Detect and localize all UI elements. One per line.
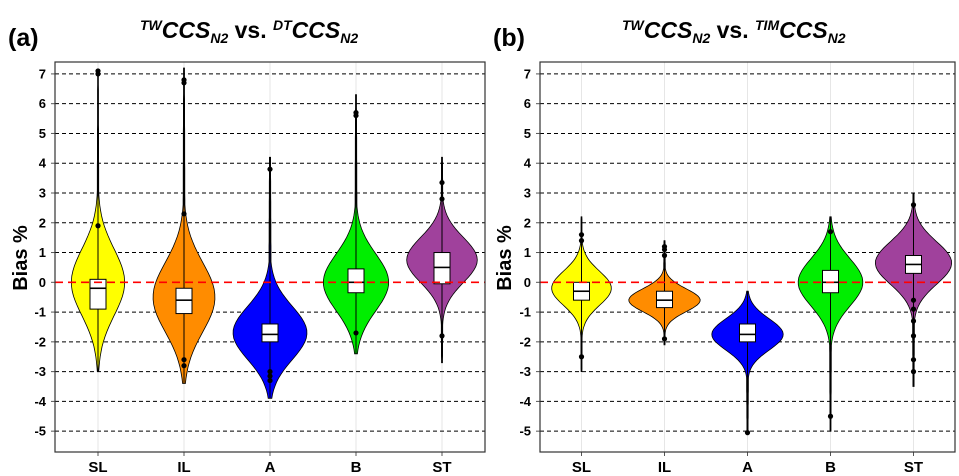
y-tick-label: -5 xyxy=(519,424,531,439)
outlier-point xyxy=(910,357,917,363)
x-tick-label: IL xyxy=(177,459,190,476)
outlier-point xyxy=(910,306,917,312)
y-tick-label: -1 xyxy=(519,305,531,320)
y-tick-label: 5 xyxy=(524,126,531,141)
outlier-point xyxy=(578,238,585,244)
outlier-point xyxy=(267,166,273,172)
x-tick-label: ST xyxy=(432,459,451,476)
y-tick-label: -2 xyxy=(34,334,46,349)
outlier-point xyxy=(353,110,359,116)
y-tick-label: 6 xyxy=(39,96,46,111)
x-tick-label: IL xyxy=(658,459,671,476)
outlier-point xyxy=(827,229,834,235)
x-tick-label: B xyxy=(351,459,362,476)
y-tick-label: 3 xyxy=(524,185,531,200)
y-tick-label: 0 xyxy=(39,275,46,290)
y-tick-label: -3 xyxy=(34,364,46,379)
outlier-point xyxy=(267,377,273,384)
y-tick-label: -1 xyxy=(34,305,46,320)
y-tick-label: -4 xyxy=(519,394,531,409)
panel-title-b: TWCCSN2 vs. TIMCCSN2 xyxy=(622,17,846,46)
outlier-point xyxy=(439,179,445,186)
x-tick-label: B xyxy=(825,459,836,476)
x-tick-label: SL xyxy=(572,459,591,476)
y-tick-label: 7 xyxy=(524,66,531,81)
plot-frame xyxy=(539,61,956,453)
outlier-point xyxy=(95,68,101,74)
y-tick-label: 4 xyxy=(39,156,47,171)
outlier-point xyxy=(910,297,917,303)
y-axis-label-b: Bias % xyxy=(494,225,516,291)
box-SL xyxy=(89,278,107,310)
outlier-point xyxy=(827,413,834,419)
y-tick-label: -3 xyxy=(519,364,531,379)
panel-title-a: TWCCSN2 vs. DTCCSN2 xyxy=(140,17,358,46)
outlier-point xyxy=(661,243,668,250)
outlier-point xyxy=(744,430,751,436)
outlier-point xyxy=(910,333,917,339)
y-tick-label: 2 xyxy=(524,215,531,230)
outlier-point xyxy=(181,77,187,83)
y-tick-label: 1 xyxy=(524,245,531,260)
x-tick-label: ST xyxy=(904,459,923,476)
x-tick-label: SL xyxy=(88,459,107,476)
y-tick-label: 4 xyxy=(524,156,532,171)
outlier-point xyxy=(910,318,917,324)
violin-plot-a: -5 -4 -3 -2 -1 0 1 2 3 4 5 6 7 SL IL A B ST xyxy=(34,61,486,476)
outlier-point xyxy=(267,373,273,379)
outlier-point xyxy=(661,336,668,342)
outlier-point xyxy=(95,223,101,229)
panel-label-b: (b) xyxy=(493,24,525,52)
outlier-point xyxy=(910,202,917,208)
y-tick-label: 7 xyxy=(39,66,46,81)
y-tick-label: 3 xyxy=(39,185,46,200)
y-tick-label: 1 xyxy=(39,245,46,260)
outlier-point xyxy=(661,252,668,259)
outlier-point xyxy=(439,196,445,202)
outlier-point xyxy=(267,369,273,375)
outlier-point xyxy=(910,369,917,375)
plot-frame xyxy=(54,61,486,453)
y-tick-label: 5 xyxy=(39,126,46,141)
y-tick-label: -4 xyxy=(34,394,46,409)
outlier-point xyxy=(439,333,445,339)
y-tick-label: 0 xyxy=(524,275,531,290)
y-tick-label: 6 xyxy=(524,96,531,111)
y-tick-label: 2 xyxy=(39,215,46,230)
y-tick-label: -2 xyxy=(519,334,531,349)
outlier-point xyxy=(353,330,359,336)
box-A xyxy=(261,323,279,343)
x-tick-label: A xyxy=(742,459,753,476)
outlier-point xyxy=(578,354,585,360)
violin-plot-b: -5 -4 -3 -2 -1 0 1 2 3 4 5 6 7 SL IL A B ST xyxy=(519,61,956,476)
outlier-point xyxy=(181,211,187,217)
y-axis-label-a: Bias % xyxy=(10,225,32,291)
x-tick-label: A xyxy=(265,459,276,476)
box-A xyxy=(739,323,756,343)
panel-label-a: (a) xyxy=(8,24,39,52)
box-B xyxy=(347,268,365,294)
outlier-point xyxy=(181,363,187,369)
y-tick-label: -5 xyxy=(34,424,46,439)
outlier-point xyxy=(181,357,187,363)
outlier-point xyxy=(578,232,585,238)
